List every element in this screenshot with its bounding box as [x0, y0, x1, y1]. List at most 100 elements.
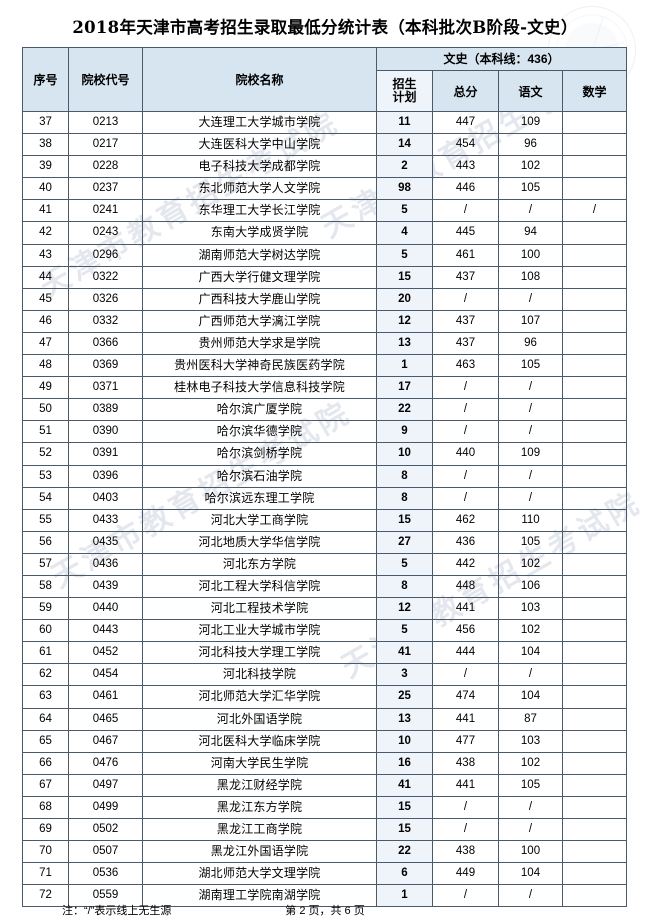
cell-plan: 20: [376, 287, 433, 311]
cell-math: [561, 729, 628, 753]
cell-seq: 67: [22, 773, 69, 797]
cell-math: [561, 884, 628, 908]
cell-code: 0454: [68, 663, 143, 687]
cell-institution-name: 河北工程技术学院: [142, 597, 377, 621]
cell-code: 0499: [68, 795, 143, 820]
cell-chinese: 103: [498, 729, 563, 753]
table-row: 51 0390 哈尔滨华德学院 9//: [22, 420, 628, 444]
table-row: 71 0536 湖北师范大学文理学院 6 449 104: [22, 862, 628, 886]
cell-institution-name: 河北东方学院: [142, 552, 377, 576]
cell-chinese: 105: [498, 530, 563, 554]
cell-plan: 15: [376, 795, 433, 820]
cell-chinese: /: [498, 795, 563, 820]
cell-seq: 66: [22, 751, 69, 775]
footnote: 注：“/”表示线上无生源: [62, 905, 172, 917]
table-row: 66 0476 河南大学民生学院 16 438 102: [22, 751, 628, 775]
cell-seq: 65: [22, 729, 69, 753]
cell-math: [561, 486, 628, 510]
cell-seq: 59: [22, 597, 69, 621]
cell-institution-name: 河南大学民生学院: [142, 751, 377, 775]
cell-plan: 22: [376, 398, 433, 422]
cell-plan: 3: [376, 663, 433, 687]
cell-seq: 47: [22, 331, 69, 356]
cell-seq: 52: [22, 442, 69, 466]
cell-total: /: [432, 663, 499, 687]
column-header-math: 数学: [561, 70, 628, 112]
cell-seq: 53: [22, 464, 69, 488]
table-row: 48 0369 贵州医科大学神奇民族医药学院 1 463 105: [22, 354, 628, 378]
cell-institution-name: 桂林电子科技大学信息科技学院: [142, 376, 377, 400]
cell-chinese: 96: [498, 133, 563, 157]
cell-chinese: /: [498, 817, 563, 842]
cell-seq: 39: [22, 155, 69, 179]
cell-seq: 57: [22, 552, 69, 576]
cell-plan: 5: [376, 199, 433, 223]
cell-code: 0497: [68, 773, 143, 797]
table-row: 45 0326 广西科技大学鹿山学院 20//: [22, 287, 628, 311]
table-row: 46 0332 广西师范大学漓江学院 12 437 107: [22, 309, 628, 333]
column-header-total: 总分: [432, 70, 499, 112]
cell-plan: 1: [376, 354, 433, 378]
cell-total: 446: [432, 177, 499, 201]
cell-plan: 10: [376, 442, 433, 466]
cell-seq: 40: [22, 177, 69, 201]
column-header-seq: 序号: [22, 47, 69, 112]
cell-math: [561, 398, 628, 422]
column-header-name: 院校名称: [142, 47, 377, 112]
cell-total: 454: [432, 133, 499, 157]
cell-chinese: 109: [498, 110, 563, 135]
table-row: 59 0440 河北工程技术学院 12 441 103: [22, 597, 628, 621]
cell-plan: 13: [376, 707, 433, 731]
cell-total: 442: [432, 552, 499, 576]
cell-total: /: [432, 884, 499, 908]
cell-institution-name: 哈尔滨石油学院: [142, 464, 377, 488]
cell-total: 474: [432, 685, 499, 709]
cell-code: 0507: [68, 840, 143, 864]
cell-math: [561, 133, 628, 157]
cell-seq: 70: [22, 840, 69, 864]
score-table: 序号 院校代号 院校名称 文史（本科线：436） 招生 计划 总分 语文 数学 3…: [22, 47, 628, 908]
cell-seq: 69: [22, 817, 69, 842]
cell-plan: 15: [376, 508, 433, 532]
cell-plan: 41: [376, 641, 433, 665]
cell-total: 437: [432, 331, 499, 356]
cell-code: 0213: [68, 110, 143, 135]
cell-total: 447: [432, 110, 499, 135]
cell-chinese: 87: [498, 707, 563, 731]
cell-institution-name: 黑龙江东方学院: [142, 795, 377, 820]
cell-institution-name: 东北师范大学人文学院: [142, 177, 377, 201]
cell-institution-name: 湖北师范大学文理学院: [142, 862, 377, 886]
table-row: 57 0436 河北东方学院 5 442 102: [22, 552, 628, 576]
cell-institution-name: 广西师范大学漓江学院: [142, 309, 377, 333]
cell-institution-name: 大连医科大学中山学院: [142, 133, 377, 157]
cell-seq: 38: [22, 133, 69, 157]
cell-seq: 41: [22, 199, 69, 223]
cell-plan: 17: [376, 376, 433, 400]
cell-institution-name: 河北工程大学科信学院: [142, 574, 377, 599]
cell-code: 0452: [68, 641, 143, 665]
cell-chinese: 100: [498, 243, 563, 267]
cell-total: 449: [432, 862, 499, 886]
cell-seq: 54: [22, 486, 69, 510]
cell-total: /: [432, 420, 499, 444]
cell-plan: 1: [376, 884, 433, 908]
cell-seq: 46: [22, 309, 69, 333]
cell-plan: 12: [376, 597, 433, 621]
cell-code: 0243: [68, 221, 143, 245]
cell-plan: 5: [376, 619, 433, 643]
cell-plan: 22: [376, 840, 433, 864]
cell-plan: 4: [376, 221, 433, 245]
cell-institution-name: 广西科技大学鹿山学院: [142, 287, 377, 311]
cell-chinese: /: [498, 486, 563, 510]
cell-math: [561, 177, 628, 201]
cell-total: 441: [432, 597, 499, 621]
cell-seq: 72: [22, 884, 69, 908]
cell-math: [561, 309, 628, 333]
cell-code: 0559: [68, 884, 143, 908]
cell-math: [561, 287, 628, 311]
cell-code: 0217: [68, 133, 143, 157]
cell-seq: 45: [22, 287, 69, 311]
table-row: 40 0237 东北师范大学人文学院 98 446 105: [22, 177, 628, 201]
cell-total: 461: [432, 243, 499, 267]
cell-institution-name: 哈尔滨广厦学院: [142, 398, 377, 422]
